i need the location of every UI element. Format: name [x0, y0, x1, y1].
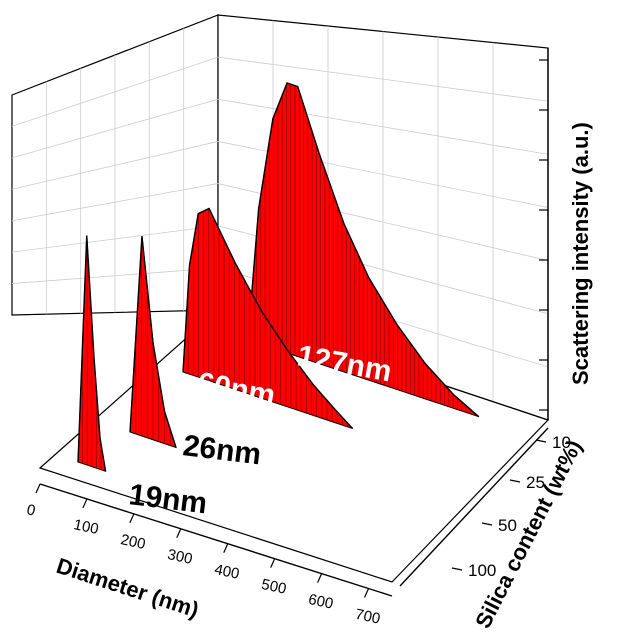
series-127nm: [247, 82, 480, 418]
x-tick-label: 200: [119, 531, 147, 553]
y-axis: Scattering intensity (a.u.): [539, 48, 593, 420]
x-tick: [363, 588, 370, 598]
x-tick: [223, 543, 229, 553]
x-tick: [176, 528, 182, 539]
series-line: [247, 82, 480, 418]
z-axis-title: Silica content (wt%): [470, 436, 587, 632]
x-axis-line: [39, 483, 393, 597]
z-tick-label: 10: [552, 433, 571, 452]
z-tick: [481, 522, 493, 526]
series-26nm: [129, 236, 177, 449]
peak-label-19nm: 19nm: [127, 478, 209, 520]
y-tick-marks: [539, 59, 548, 411]
x-tick: [317, 573, 323, 583]
series-60nm: [182, 207, 354, 430]
x-tick-label: 100: [72, 516, 100, 538]
series-19nm: [77, 235, 107, 473]
x-tick-label: 600: [307, 591, 335, 613]
z-tick-label: 50: [498, 516, 517, 535]
x-tick: [129, 513, 135, 524]
x-tick-labels: 0 100 200 300 400 500 600 700: [25, 501, 382, 627]
peak-label-26nm: 26nm: [181, 429, 263, 471]
x-tick: [270, 558, 276, 568]
x-tick-label: 300: [166, 546, 194, 568]
x-tick-label: 0: [25, 501, 37, 519]
z-tick-marks: [451, 439, 547, 571]
series-layer: [77, 82, 480, 473]
x-tick-label: 700: [354, 606, 382, 628]
z-tick: [451, 567, 463, 571]
z-tick: [509, 479, 521, 483]
series-line: [182, 207, 354, 430]
x-tick-label: 500: [260, 576, 288, 598]
x-tick: [82, 498, 88, 509]
z-axis-line: [399, 427, 549, 587]
x-tick-label: 400: [213, 561, 241, 583]
z-tick-label: 25: [526, 473, 545, 492]
y-axis-title: Scattering intensity (a.u.): [568, 122, 593, 385]
series-line: [77, 235, 107, 472]
x-tick-marks: [35, 483, 370, 598]
z-axis: 10 25 50 100 Silica content (wt%): [399, 427, 587, 632]
series-line: [129, 236, 177, 448]
z-tick-label: 100: [468, 561, 496, 580]
z-tick-labels: 10 25 50 100: [468, 433, 571, 580]
z-tick: [535, 439, 547, 443]
x-tick: [35, 483, 41, 494]
